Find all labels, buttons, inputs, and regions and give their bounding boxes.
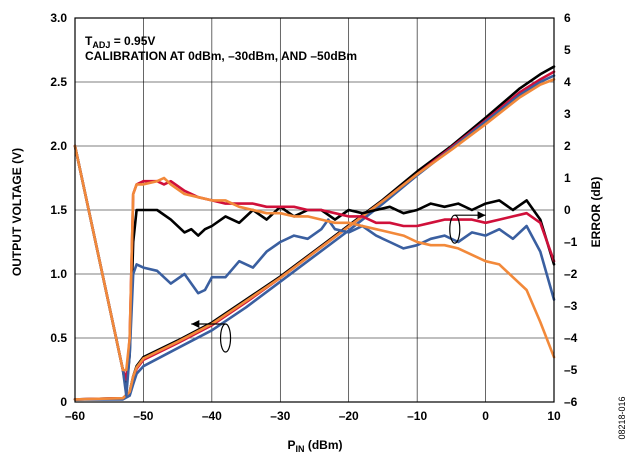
y-right-tick-label: 4 xyxy=(564,75,571,89)
error-series-line xyxy=(73,144,556,381)
annotation-tadj-main: T xyxy=(85,34,93,48)
x-axis-title-rest: (dBm) xyxy=(305,438,343,452)
y-left-tick-label: 1.5 xyxy=(50,203,67,217)
x-tick-label: –30 xyxy=(270,409,290,423)
y-left-tick-label: 0 xyxy=(60,395,67,409)
y-right-tick-label: 0 xyxy=(564,203,571,217)
y-right-tick-label: 3 xyxy=(564,107,571,121)
y-right-tick-label: –1 xyxy=(564,235,578,249)
y-left-tick-label: 3.0 xyxy=(50,11,67,25)
error-series-line xyxy=(73,144,556,372)
x-axis-title-sub: IN xyxy=(296,444,305,454)
y-left-tick-label: 2.5 xyxy=(50,75,67,89)
annotation-tadj: TADJ = 0.95V xyxy=(85,34,155,50)
x-axis-title: PIN (dBm) xyxy=(287,438,342,454)
y-right-tick-label: –3 xyxy=(564,299,578,313)
y-left-tick-label: 0.5 xyxy=(50,331,67,345)
annotation-tadj-rest: = 0.95V xyxy=(110,34,155,48)
x-axis-title-main: P xyxy=(287,438,295,452)
x-tick-label: –10 xyxy=(407,409,427,423)
y-right-tick-label: –6 xyxy=(564,395,578,409)
y-right-tick-label: 2 xyxy=(564,139,571,153)
y-axis-title-right: ERROR (dB) xyxy=(589,177,603,248)
y-axis-title-left: OUTPUT VOLTAGE (V) xyxy=(10,148,24,276)
y-right-tick-label: –5 xyxy=(564,363,578,377)
x-tick-label: 10 xyxy=(547,409,561,423)
y-right-tick-label: 6 xyxy=(564,11,571,25)
plot-frame xyxy=(74,17,555,403)
voltage-series-line xyxy=(73,78,556,401)
error-series-line xyxy=(73,144,556,397)
y-right-tick-label: –2 xyxy=(564,267,578,281)
axis-indicator-arrow-head xyxy=(477,211,486,220)
x-tick-label: 0 xyxy=(482,409,489,423)
y-right-tick-label: 1 xyxy=(564,171,571,185)
axis-indicator-arrow-head xyxy=(191,320,200,328)
tick-labels: –60 –50 –40 –30 –20 –10 0 1000.51.01.52.02.53.0… xyxy=(50,11,577,423)
x-tick-label: –40 xyxy=(202,409,222,423)
y-left-tick-label: 2.0 xyxy=(50,139,67,153)
y-left-tick-label: 1.0 xyxy=(50,267,67,281)
annotation-tadj-sub: ADJ xyxy=(92,40,110,50)
figure-id: 08218-016 xyxy=(617,396,627,439)
marker-layer xyxy=(191,211,486,353)
x-tick-label: –50 xyxy=(133,409,153,423)
y-right-tick-label: –4 xyxy=(564,331,578,345)
x-tick-label: –60 xyxy=(65,409,85,423)
voltage-series-line xyxy=(73,74,556,401)
y-right-tick-label: 5 xyxy=(564,43,571,57)
series-layer xyxy=(73,65,556,401)
annotation-calibration: CALIBRATION AT 0dBm, –30dBm, AND –50dBm xyxy=(85,49,357,63)
x-tick-label: –20 xyxy=(339,409,359,423)
